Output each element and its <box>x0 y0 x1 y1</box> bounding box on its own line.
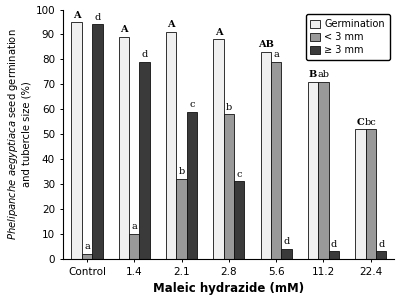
Bar <box>82 253 92 259</box>
Text: c: c <box>236 170 242 179</box>
Text: c: c <box>189 100 195 109</box>
Bar <box>129 234 140 259</box>
Bar <box>234 182 244 259</box>
Bar <box>318 82 329 259</box>
Bar <box>187 112 197 259</box>
Text: b: b <box>226 103 232 112</box>
Legend: Germination, < 3 mm, ≥ 3 mm: Germination, < 3 mm, ≥ 3 mm <box>306 14 390 60</box>
Text: b: b <box>178 167 185 176</box>
Text: A: A <box>120 26 128 34</box>
Bar <box>119 37 129 259</box>
Bar <box>140 62 150 259</box>
Text: AB: AB <box>258 40 274 49</box>
Bar <box>271 62 281 259</box>
Text: A: A <box>215 28 222 37</box>
Text: B: B <box>309 70 317 79</box>
Bar <box>308 82 318 259</box>
X-axis label: Maleic hydrazide (mM): Maleic hydrazide (mM) <box>153 282 304 296</box>
Text: a: a <box>273 50 279 59</box>
Bar <box>260 52 271 259</box>
Text: A: A <box>167 20 175 29</box>
Bar <box>224 114 234 259</box>
Bar <box>92 24 102 259</box>
Text: a: a <box>84 242 90 251</box>
Text: bc: bc <box>365 118 377 127</box>
Bar <box>366 129 376 259</box>
Bar <box>281 249 292 259</box>
Bar <box>355 129 366 259</box>
Bar <box>176 179 187 259</box>
Text: A: A <box>73 11 80 20</box>
Text: d: d <box>378 240 384 249</box>
Text: d: d <box>142 50 148 59</box>
Text: ab: ab <box>318 70 330 79</box>
Bar <box>329 251 339 259</box>
Text: d: d <box>331 240 337 249</box>
Text: C: C <box>356 118 364 127</box>
Bar <box>166 32 176 259</box>
Bar <box>71 22 82 259</box>
Bar <box>376 251 386 259</box>
Text: d: d <box>284 237 290 246</box>
Bar <box>213 39 224 259</box>
Text: a: a <box>131 222 137 231</box>
Y-axis label: $\it{Phelipanche}$ $\it{aegyptiaca}$ seed germination
and tubercle size (%): $\it{Phelipanche}$ $\it{aegyptiaca}$ see… <box>6 28 31 240</box>
Text: d: d <box>94 13 100 22</box>
